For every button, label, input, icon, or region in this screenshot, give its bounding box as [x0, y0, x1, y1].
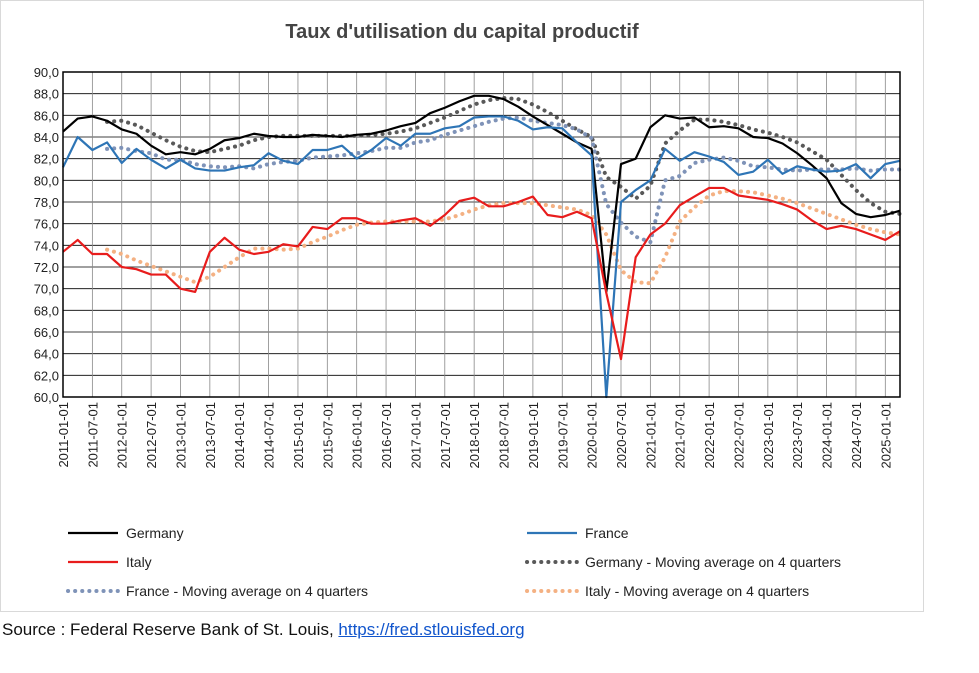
legend-label-italy-moving-average-on-4-quarters: Italy - Moving average on 4 quarters [585, 583, 809, 599]
x-tick-label: 2020-07-01 [614, 402, 629, 469]
series-line-italy-moving-average-on-4-quarters [105, 189, 902, 286]
y-tick-label: 70,0 [34, 282, 59, 297]
chart-frame [0, 0, 924, 612]
y-tick-label: 68,0 [34, 303, 59, 318]
plot-area-border [62, 71, 901, 398]
grid [62, 71, 900, 398]
legend: Germany France Italy Germany - Moving avera… [66, 525, 841, 599]
x-tick-label: 2015-01-01 [291, 402, 306, 469]
series-line-france [62, 115, 901, 399]
chart-title: Taux d'utilisation du capital productif [285, 21, 639, 43]
x-tick-label: 2022-07-01 [731, 402, 746, 469]
y-tick-label: 64,0 [34, 347, 59, 362]
x-tick-label: 2015-07-01 [320, 402, 335, 469]
y-tick-label: 60,0 [34, 390, 59, 405]
x-tick-label: 2024-07-01 [849, 402, 864, 469]
legend-label-france: France [585, 525, 629, 541]
x-tick-label: 2011-07-01 [85, 402, 100, 468]
y-tick-label: 86,0 [34, 108, 59, 123]
x-tick-label: 2014-01-01 [232, 402, 247, 469]
y-tick-label: 78,0 [34, 195, 59, 210]
source-prefix: Source : Federal Reserve Bank of St. Lou… [2, 620, 339, 639]
x-tick-label: 2019-07-01 [555, 402, 570, 469]
x-tick-label: 2025-01-01 [878, 402, 893, 469]
source-link[interactable]: https://fred.stlouisfed.org [338, 620, 525, 639]
x-tick-label: 2013-07-01 [203, 402, 218, 469]
y-tick-label: 82,0 [34, 152, 59, 167]
y-tick-label: 84,0 [34, 130, 59, 145]
x-tick-label: 2012-07-01 [144, 402, 159, 469]
x-tick-label: 2018-01-01 [467, 402, 482, 469]
series-lines [62, 94, 902, 399]
x-tick-label: 2021-01-01 [643, 402, 658, 469]
x-tick-label: 2017-07-01 [438, 402, 453, 469]
x-tick-label: 2013-01-01 [173, 402, 188, 469]
x-tick-label: 2023-07-01 [790, 402, 805, 469]
legend-label-france-moving-average-on-4-quarters: France - Moving average on 4 quarters [126, 583, 368, 599]
x-tick-label: 2021-07-01 [673, 402, 688, 469]
x-tick-label: 2011-01-01 [56, 402, 71, 468]
legend-label-italy: Italy [126, 554, 152, 570]
x-axis-ticks: 2011-01-01 2011-07-01 2012-01-01 2012-07-01… [56, 402, 893, 469]
y-tick-label: 74,0 [34, 238, 59, 253]
source-line: Source : Federal Reserve Bank of St. Lou… [2, 620, 525, 640]
x-tick-label: 2014-07-01 [262, 402, 277, 469]
y-tick-label: 80,0 [34, 173, 59, 188]
x-tick-label: 2016-07-01 [379, 402, 394, 469]
y-tick-label: 66,0 [34, 325, 59, 340]
x-tick-label: 2017-01-01 [408, 402, 423, 469]
x-tick-label: 2020-01-01 [585, 402, 600, 469]
x-tick-label: 2024-01-01 [820, 402, 835, 469]
x-tick-label: 2018-07-01 [497, 402, 512, 469]
x-tick-label: 2012-01-01 [115, 402, 130, 469]
series-line-germany [62, 94, 901, 294]
series-line-italy [62, 186, 901, 361]
legend-label-germany-moving-average-on-4-quarters: Germany - Moving average on 4 quarters [585, 554, 841, 570]
x-tick-label: 2016-01-01 [350, 402, 365, 469]
y-tick-label: 90,0 [34, 65, 59, 80]
y-tick-label: 72,0 [34, 260, 59, 275]
y-axis-ticks: 60,0 62,0 64,0 66,0 68,0 70,0 72,0 74,0 76,0 78,0… [34, 65, 59, 405]
legend-label-germany: Germany [126, 525, 184, 541]
x-tick-label: 2019-01-01 [526, 402, 541, 469]
line-chart: Taux d'utilisation du capital productif … [34, 21, 902, 599]
y-tick-label: 88,0 [34, 87, 59, 102]
x-tick-label: 2023-01-01 [761, 402, 776, 469]
y-tick-label: 76,0 [34, 217, 59, 232]
x-tick-label: 2022-01-01 [702, 402, 717, 469]
y-tick-label: 62,0 [34, 368, 59, 383]
